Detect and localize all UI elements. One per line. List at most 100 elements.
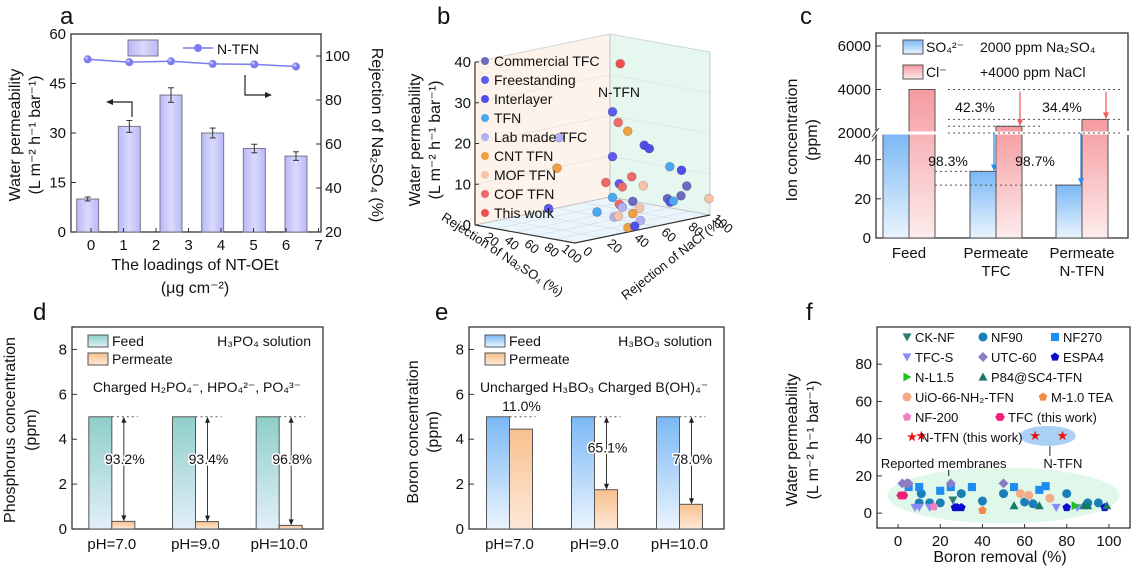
x-tick-label: pH=10.0 bbox=[651, 536, 708, 553]
y-tick-label: 20 bbox=[855, 468, 872, 485]
bar-permeate bbox=[509, 428, 533, 530]
panel-b-ylabel: Water permeability bbox=[407, 74, 424, 207]
data-point bbox=[676, 190, 686, 201]
species-label: Charged H₂PO₄⁻, HPO₄²⁻, PO₄³⁻ bbox=[93, 379, 301, 395]
legend-marker bbox=[1050, 352, 1060, 361]
y-tick-label: 2 bbox=[456, 476, 464, 493]
data-point bbox=[1020, 497, 1030, 507]
species-label: Uncharged H₃BO₃ bbox=[480, 379, 594, 395]
line-point-highlight bbox=[83, 55, 92, 64]
panel-e-plot-area: 0 2 4 6 8 pH=7.0 11.0% pH=9.0 65.1% pH=10.0 78.0% F… bbox=[456, 326, 725, 553]
rejection-label: 78.0% bbox=[673, 451, 713, 467]
legend-label: Freestanding bbox=[494, 72, 576, 88]
x-tick-label: pH=10.0 bbox=[251, 536, 308, 553]
arrowhead bbox=[689, 498, 694, 505]
data-point bbox=[915, 483, 924, 492]
data-point bbox=[898, 491, 909, 500]
legend-label: Interlayer bbox=[494, 91, 553, 107]
data-point bbox=[627, 196, 638, 207]
legend-label: TFN bbox=[494, 110, 521, 126]
legend-marker bbox=[1038, 392, 1048, 401]
legend-bar-swatch bbox=[127, 39, 159, 57]
y-tick-label: 15 bbox=[49, 175, 66, 192]
bar-cl bbox=[908, 89, 936, 239]
y-tick-label: 80 bbox=[855, 356, 872, 373]
bar-permeate bbox=[111, 520, 136, 530]
data-point bbox=[998, 478, 1009, 489]
line-point-highlight bbox=[125, 58, 134, 67]
x-tick-label: 60 bbox=[1016, 533, 1033, 550]
y-tick-label: 8 bbox=[456, 341, 464, 358]
y-tick-label: 4 bbox=[59, 431, 67, 448]
panel-label-a: a bbox=[60, 3, 74, 30]
x-tick-label: TFC bbox=[981, 263, 1010, 280]
bar-so4 bbox=[969, 170, 997, 239]
arrowhead bbox=[205, 416, 210, 423]
grid-line bbox=[514, 203, 651, 233]
legend-swatch-feed bbox=[484, 334, 506, 348]
data-point bbox=[1093, 498, 1103, 508]
x-tick-label: 80 bbox=[542, 240, 563, 261]
legend-marker bbox=[903, 372, 912, 382]
legend-marker bbox=[481, 152, 489, 160]
panel-c-ylabel: Ion concentration bbox=[784, 79, 801, 202]
data-point bbox=[607, 151, 618, 162]
panel-label-e: e bbox=[435, 299, 448, 326]
data-point bbox=[613, 211, 624, 221]
z-tick-label: 20 bbox=[605, 236, 626, 257]
data-point bbox=[1083, 501, 1093, 510]
data-point bbox=[681, 181, 692, 191]
legend-label: Permeate bbox=[509, 351, 570, 367]
legend-note: 2000 ppm Na₂SO₄ bbox=[980, 39, 1096, 55]
legend-label: Lab made TFC bbox=[494, 129, 587, 145]
legend-marker bbox=[481, 114, 489, 122]
arrowhead bbox=[1017, 119, 1023, 127]
bar bbox=[117, 125, 141, 233]
data-point bbox=[554, 132, 564, 143]
panel-label-c: c bbox=[800, 3, 812, 30]
legend-marker bbox=[1050, 332, 1060, 342]
y-tick-label: 2 bbox=[59, 476, 67, 493]
arrowhead bbox=[1078, 178, 1084, 186]
legend-marker bbox=[481, 171, 489, 179]
annotation: 42.3% bbox=[955, 99, 995, 115]
legend-marker bbox=[902, 392, 912, 402]
x-axis bbox=[474, 224, 576, 244]
legend-label: COF TFN bbox=[494, 186, 554, 202]
y2-tick-label: 80 bbox=[325, 92, 342, 109]
species-label: Charged B(OH)₄⁻ bbox=[598, 379, 708, 395]
x-tick-label: 7 bbox=[314, 237, 322, 254]
panel-a-xlabel: The loadings of NT-OEt bbox=[111, 257, 279, 274]
arrowhead bbox=[604, 483, 609, 490]
annotation: 34.4% bbox=[1042, 99, 1082, 115]
x-tick-label: Permeate bbox=[963, 245, 1028, 262]
legend-label: TFC (this work) bbox=[1008, 410, 1097, 425]
legend-marker bbox=[481, 209, 489, 217]
annotation: 98.3% bbox=[928, 153, 968, 169]
data-point bbox=[1062, 503, 1072, 512]
y-tick-label: 0 bbox=[456, 521, 464, 538]
bar-feed bbox=[255, 416, 280, 530]
y-tick-label: 20 bbox=[854, 191, 871, 208]
arrowhead bbox=[991, 164, 997, 172]
x-tick-label: Permeate bbox=[1049, 245, 1114, 262]
y-tick-label: 0 bbox=[863, 230, 871, 247]
plot-frame bbox=[876, 326, 1131, 529]
panel-c-ylabel-units: (ppm) bbox=[804, 119, 821, 161]
data-point bbox=[1051, 503, 1061, 513]
legend-label: Permeate bbox=[112, 351, 173, 367]
data-point bbox=[936, 486, 945, 495]
data-point bbox=[600, 177, 611, 188]
data-point bbox=[1035, 485, 1044, 494]
data-point bbox=[668, 196, 679, 206]
panel-b-annotation: N-TFN bbox=[598, 84, 640, 100]
data-point bbox=[978, 505, 987, 514]
legend-line-marker bbox=[194, 44, 202, 52]
bar-feed bbox=[486, 416, 510, 530]
x-tick-label: 20 bbox=[932, 533, 949, 550]
panel-e-ylabel: Boron concentration bbox=[405, 360, 422, 503]
data-point bbox=[903, 478, 914, 489]
data-point bbox=[1009, 483, 1019, 492]
